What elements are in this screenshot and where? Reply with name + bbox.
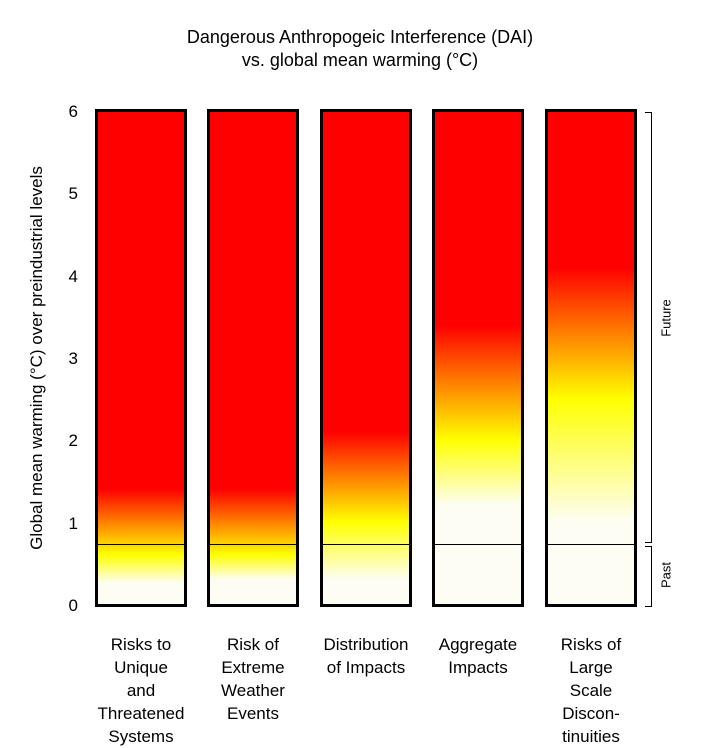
y-tick-label: 0 [68, 596, 78, 615]
y-tick-label: 1 [68, 513, 78, 533]
future-bracket-line [651, 112, 652, 543]
category-label: Aggregate Impacts [438, 635, 518, 677]
y-tick-label: 3 [68, 349, 78, 368]
past-future-line [98, 544, 184, 546]
risk-bar [545, 109, 637, 607]
category-label: Risks to Unique and Threatened Systems [97, 635, 185, 746]
chart-subtitle: vs. global mean warming (°C) [241, 50, 479, 70]
category-label: Risks of Large Scale Discon- tinuities [560, 635, 622, 746]
past-bracket-cap [645, 546, 652, 548]
past-bracket-cap [645, 606, 652, 607]
y-tick-label: 5 [68, 184, 78, 204]
category-label: Distribution of Impacts [323, 635, 409, 677]
risk-bar [432, 109, 524, 607]
chart-title: Dangerous Anthropogeic Interference (DAI… [186, 27, 534, 47]
y-tick-label: 2 [68, 431, 78, 451]
past-bracket-line [651, 546, 652, 606]
future-bracket-cap [645, 542, 652, 544]
period-label: Future [658, 299, 674, 337]
y-tick-label: 6 [68, 102, 78, 121]
category-label: Risk of Extreme Weather Events [221, 635, 285, 723]
past-future-line [210, 544, 296, 546]
past-future-line [323, 544, 409, 546]
risk-bar [95, 109, 187, 607]
y-axis-label: Global mean warming (°C) over preindustr… [27, 166, 46, 550]
period-label: Past [658, 562, 674, 589]
risk-bar [207, 109, 299, 607]
past-future-line [548, 544, 634, 546]
risk-bar [320, 109, 412, 607]
y-tick-label: 4 [68, 266, 78, 286]
future-bracket-cap [645, 112, 652, 113]
past-future-line [435, 544, 521, 546]
